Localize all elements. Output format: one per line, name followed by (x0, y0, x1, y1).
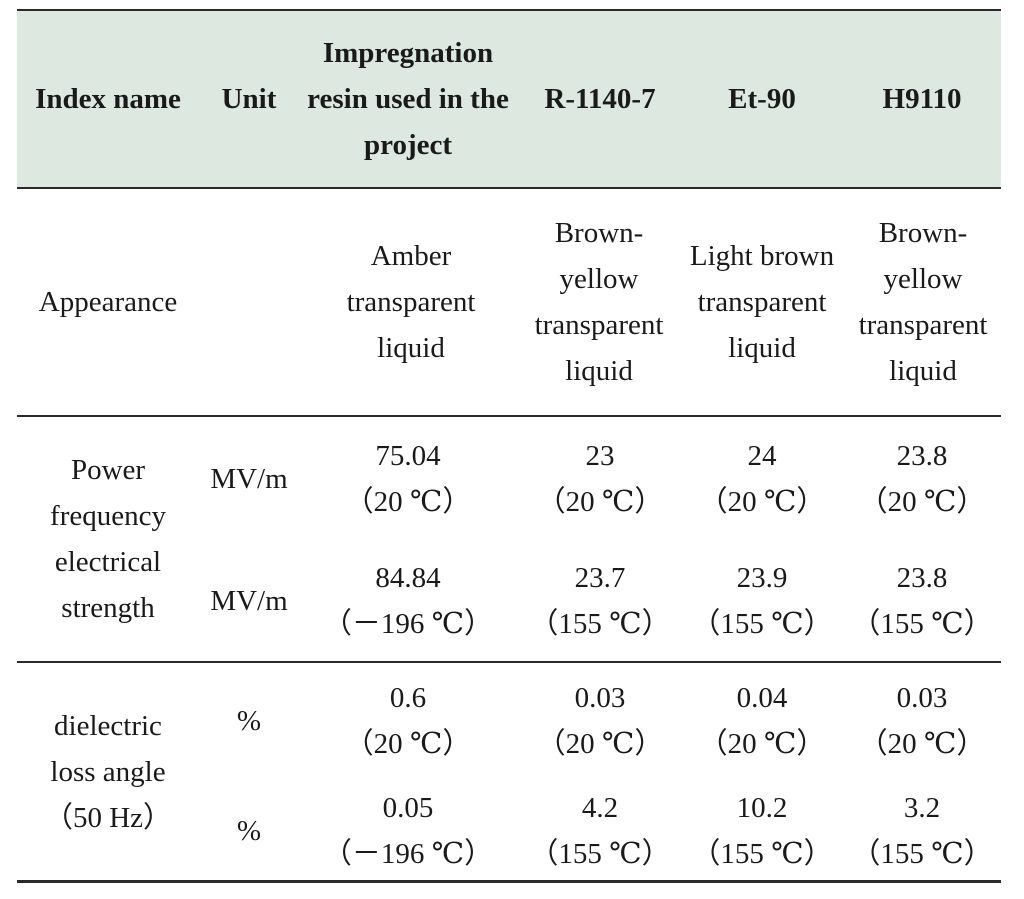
dielectric-r1140-2: 4.2 （155 ℃） (519, 785, 681, 877)
power-frequency-label: Power frequency electrical strength (50, 454, 166, 624)
dielectric-h9110-2: 3.2 （155 ℃） (843, 785, 1001, 877)
condition-text: （155 ℃） (851, 608, 993, 640)
value-text: 0.6 (389, 682, 427, 714)
condition-text: （155 ℃） (851, 838, 993, 870)
value-text: 10.2 (736, 792, 788, 824)
value-text: 84.84 (375, 562, 441, 594)
value-text: 75.04 (375, 440, 441, 472)
header-project-resin: Impregnation resin used in the project (307, 37, 509, 161)
value-text: 0.03 (896, 682, 948, 714)
dielectric-et90-2: 10.2 （155 ℃） (681, 785, 843, 877)
dielectric-unit-1: % (236, 705, 262, 737)
value-text: 0.03 (574, 682, 626, 714)
power-frequency-et90-1: 24 （20 ℃） (681, 433, 843, 525)
value-text: 24 (747, 440, 777, 472)
row-rule-1 (17, 415, 1001, 417)
dielectric-unit-2: % (236, 815, 262, 847)
appearance-label: Appearance (38, 286, 178, 318)
header-h9110: H9110 (882, 83, 962, 115)
condition-text: （－196 ℃） (322, 838, 494, 870)
power-frequency-unit-1: MV/m (210, 463, 288, 495)
condition-text: （20 ℃） (344, 486, 472, 518)
appearance-project-resin: Amber transparent liquid (346, 240, 476, 364)
condition-text: （20 ℃） (858, 728, 986, 760)
appearance-r1140: Brown-yellow transparent liquid (534, 217, 664, 387)
header-rule (17, 187, 1001, 189)
condition-text: （155 ℃） (529, 838, 671, 870)
condition-text: （20 ℃） (698, 728, 826, 760)
condition-text: （20 ℃） (698, 486, 826, 518)
power-frequency-unit-2: MV/m (210, 585, 288, 617)
dielectric-project-resin-1: 0.6 （20 ℃） (303, 675, 513, 767)
value-text: 23.8 (896, 562, 948, 594)
appearance-h9110: Brown-yellow transparent liquid (858, 217, 988, 387)
appearance-unit (199, 189, 299, 415)
value-text: 0.05 (382, 792, 434, 824)
header-index-name: Index name (35, 83, 181, 115)
value-text: 0.04 (736, 682, 788, 714)
condition-text: （155 ℃） (691, 838, 833, 870)
power-frequency-project-resin-1: 75.04 （20 ℃） (303, 433, 513, 525)
value-text: 23 (585, 440, 615, 472)
power-frequency-project-resin-2: 84.84 （－196 ℃） (303, 555, 513, 647)
condition-text: （155 ℃） (529, 608, 671, 640)
power-frequency-et90-2: 23.9 （155 ℃） (681, 555, 843, 647)
condition-text: （20 ℃） (344, 728, 472, 760)
condition-text: （20 ℃） (536, 486, 664, 518)
top-rule (17, 9, 1001, 11)
power-frequency-r1140-1: 23 （20 ℃） (519, 433, 681, 525)
dielectric-label-line-2: loss angle (50, 755, 166, 788)
condition-text: （20 ℃） (536, 728, 664, 760)
condition-text: （155 ℃） (691, 608, 833, 640)
power-frequency-h9110-2: 23.8 （155 ℃） (843, 555, 1001, 647)
appearance-et90: Light brown transparent liquid (689, 240, 835, 364)
value-text: 23.8 (896, 440, 948, 472)
power-frequency-r1140-2: 23.7 （155 ℃） (519, 555, 681, 647)
condition-text: （－196 ℃） (322, 608, 494, 640)
condition-text: （20 ℃） (858, 486, 986, 518)
bottom-rule (17, 880, 1001, 883)
dielectric-label-line-3: （50 Hz） (43, 801, 173, 834)
dielectric-r1140-1: 0.03 （20 ℃） (519, 675, 681, 767)
header-r1140: R-1140-7 (544, 83, 656, 115)
header-unit: Unit (221, 83, 277, 115)
value-text: 3.2 (903, 792, 941, 824)
dielectric-label: dielectric loss angle （50 Hz） (17, 663, 199, 880)
value-text: 23.9 (736, 562, 788, 594)
dielectric-label-line-1: dielectric (54, 709, 162, 742)
row-rule-2 (17, 661, 1001, 663)
value-text: 23.7 (574, 562, 626, 594)
dielectric-et90-1: 0.04 （20 ℃） (681, 675, 843, 767)
power-frequency-h9110-1: 23.8 （20 ℃） (843, 433, 1001, 525)
dielectric-project-resin-2: 0.05 （－196 ℃） (303, 785, 513, 877)
dielectric-h9110-1: 0.03 （20 ℃） (843, 675, 1001, 767)
value-text: 4.2 (581, 792, 619, 824)
table-header-background (17, 11, 1001, 187)
header-et90: Et-90 (728, 83, 796, 115)
